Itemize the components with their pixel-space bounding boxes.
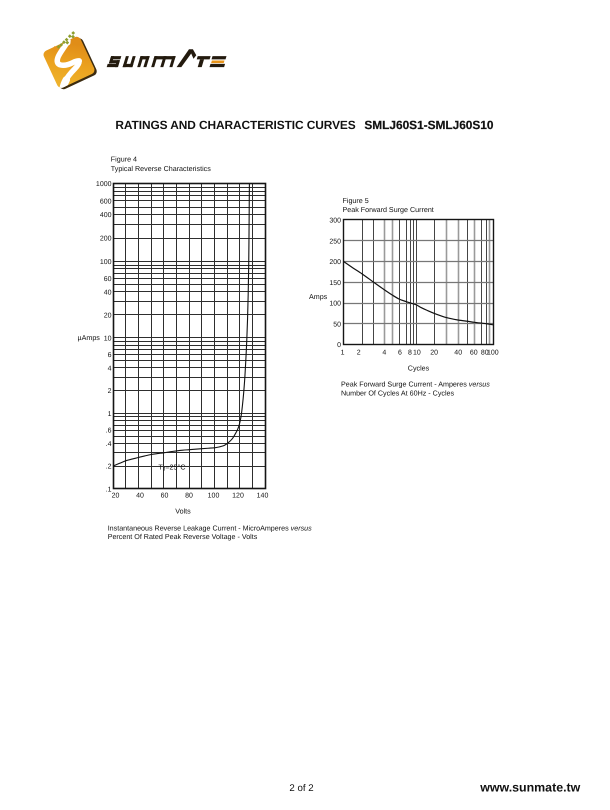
- svg-text:60: 60: [161, 493, 169, 500]
- svg-text:2 of 2: 2 of 2: [289, 783, 313, 794]
- svg-text:8: 8: [408, 350, 412, 357]
- svg-text:20: 20: [112, 493, 120, 500]
- svg-text:100: 100: [329, 301, 341, 308]
- svg-text:200: 200: [329, 259, 341, 266]
- svg-text:Figure 5: Figure 5: [343, 197, 369, 205]
- svg-text:1: 1: [108, 411, 112, 418]
- svg-text:20: 20: [430, 350, 438, 357]
- svg-text:Peak Forward Surge Current - A: Peak Forward Surge Current - Amperes ver…: [341, 381, 490, 389]
- svg-text:www.sunmate.tw: www.sunmate.tw: [479, 781, 580, 795]
- svg-text:4: 4: [382, 350, 386, 357]
- svg-text:4: 4: [108, 365, 112, 372]
- svg-text:600: 600: [100, 198, 112, 205]
- svg-text:100: 100: [487, 350, 499, 357]
- svg-text:100: 100: [208, 493, 220, 500]
- svg-text:6: 6: [108, 352, 112, 359]
- svg-text:Typical Reverse Characteristic: Typical Reverse Characteristics: [111, 165, 211, 173]
- svg-text:60: 60: [470, 350, 478, 357]
- svg-text:40: 40: [454, 350, 462, 357]
- svg-text:Peak Forward Surge Current: Peak Forward Surge Current: [343, 206, 434, 214]
- svg-text:.1: .1: [106, 486, 112, 493]
- svg-text:TJ=25°C: TJ=25°C: [158, 463, 185, 472]
- svg-text:2: 2: [357, 350, 361, 357]
- svg-text:400: 400: [100, 212, 112, 219]
- svg-text:40: 40: [104, 289, 112, 296]
- svg-text:.4: .4: [106, 441, 112, 448]
- svg-text:µAmps: µAmps: [78, 334, 101, 342]
- svg-text:10: 10: [413, 350, 421, 357]
- svg-text:300: 300: [329, 218, 341, 225]
- svg-text:2: 2: [108, 388, 112, 395]
- svg-text:.2: .2: [106, 464, 112, 471]
- svg-text:150: 150: [329, 280, 341, 287]
- svg-text:Figure 4: Figure 4: [111, 155, 137, 163]
- svg-text:200: 200: [100, 236, 112, 243]
- svg-text:100: 100: [100, 259, 112, 266]
- svg-text:1000: 1000: [96, 181, 112, 188]
- svg-text:0: 0: [337, 342, 341, 349]
- svg-text:250: 250: [329, 238, 341, 245]
- svg-text:SMLJ60S1-SMLJ60S10: SMLJ60S1-SMLJ60S10: [364, 118, 493, 132]
- svg-text:Percent Of Rated Peak Reverse: Percent Of Rated Peak Reverse Voltage - …: [108, 533, 258, 541]
- svg-text:Instantaneous Reverse Leakage: Instantaneous Reverse Leakage Current - …: [108, 524, 312, 532]
- svg-text:140: 140: [257, 493, 269, 500]
- svg-text:1: 1: [341, 350, 345, 357]
- svg-text:6: 6: [398, 350, 402, 357]
- svg-text:20: 20: [104, 312, 112, 319]
- svg-text:RATINGS AND CHARACTERISTIC CUR: RATINGS AND CHARACTERISTIC CURVES: [115, 118, 355, 132]
- svg-text:Cycles: Cycles: [408, 365, 430, 373]
- svg-text:80: 80: [481, 350, 489, 357]
- svg-text:Amps: Amps: [309, 293, 328, 301]
- svg-text:120: 120: [232, 493, 244, 500]
- svg-text:Number Of Cycles At 60Hz - Cyc: Number Of Cycles At 60Hz - Cycles: [341, 390, 455, 398]
- svg-text:50: 50: [333, 321, 341, 328]
- svg-text:10: 10: [104, 335, 112, 342]
- svg-text:Volts: Volts: [175, 507, 191, 515]
- svg-text:40: 40: [136, 493, 144, 500]
- svg-text:80: 80: [185, 493, 193, 500]
- svg-text:.6: .6: [106, 428, 112, 435]
- svg-text:60: 60: [104, 276, 112, 283]
